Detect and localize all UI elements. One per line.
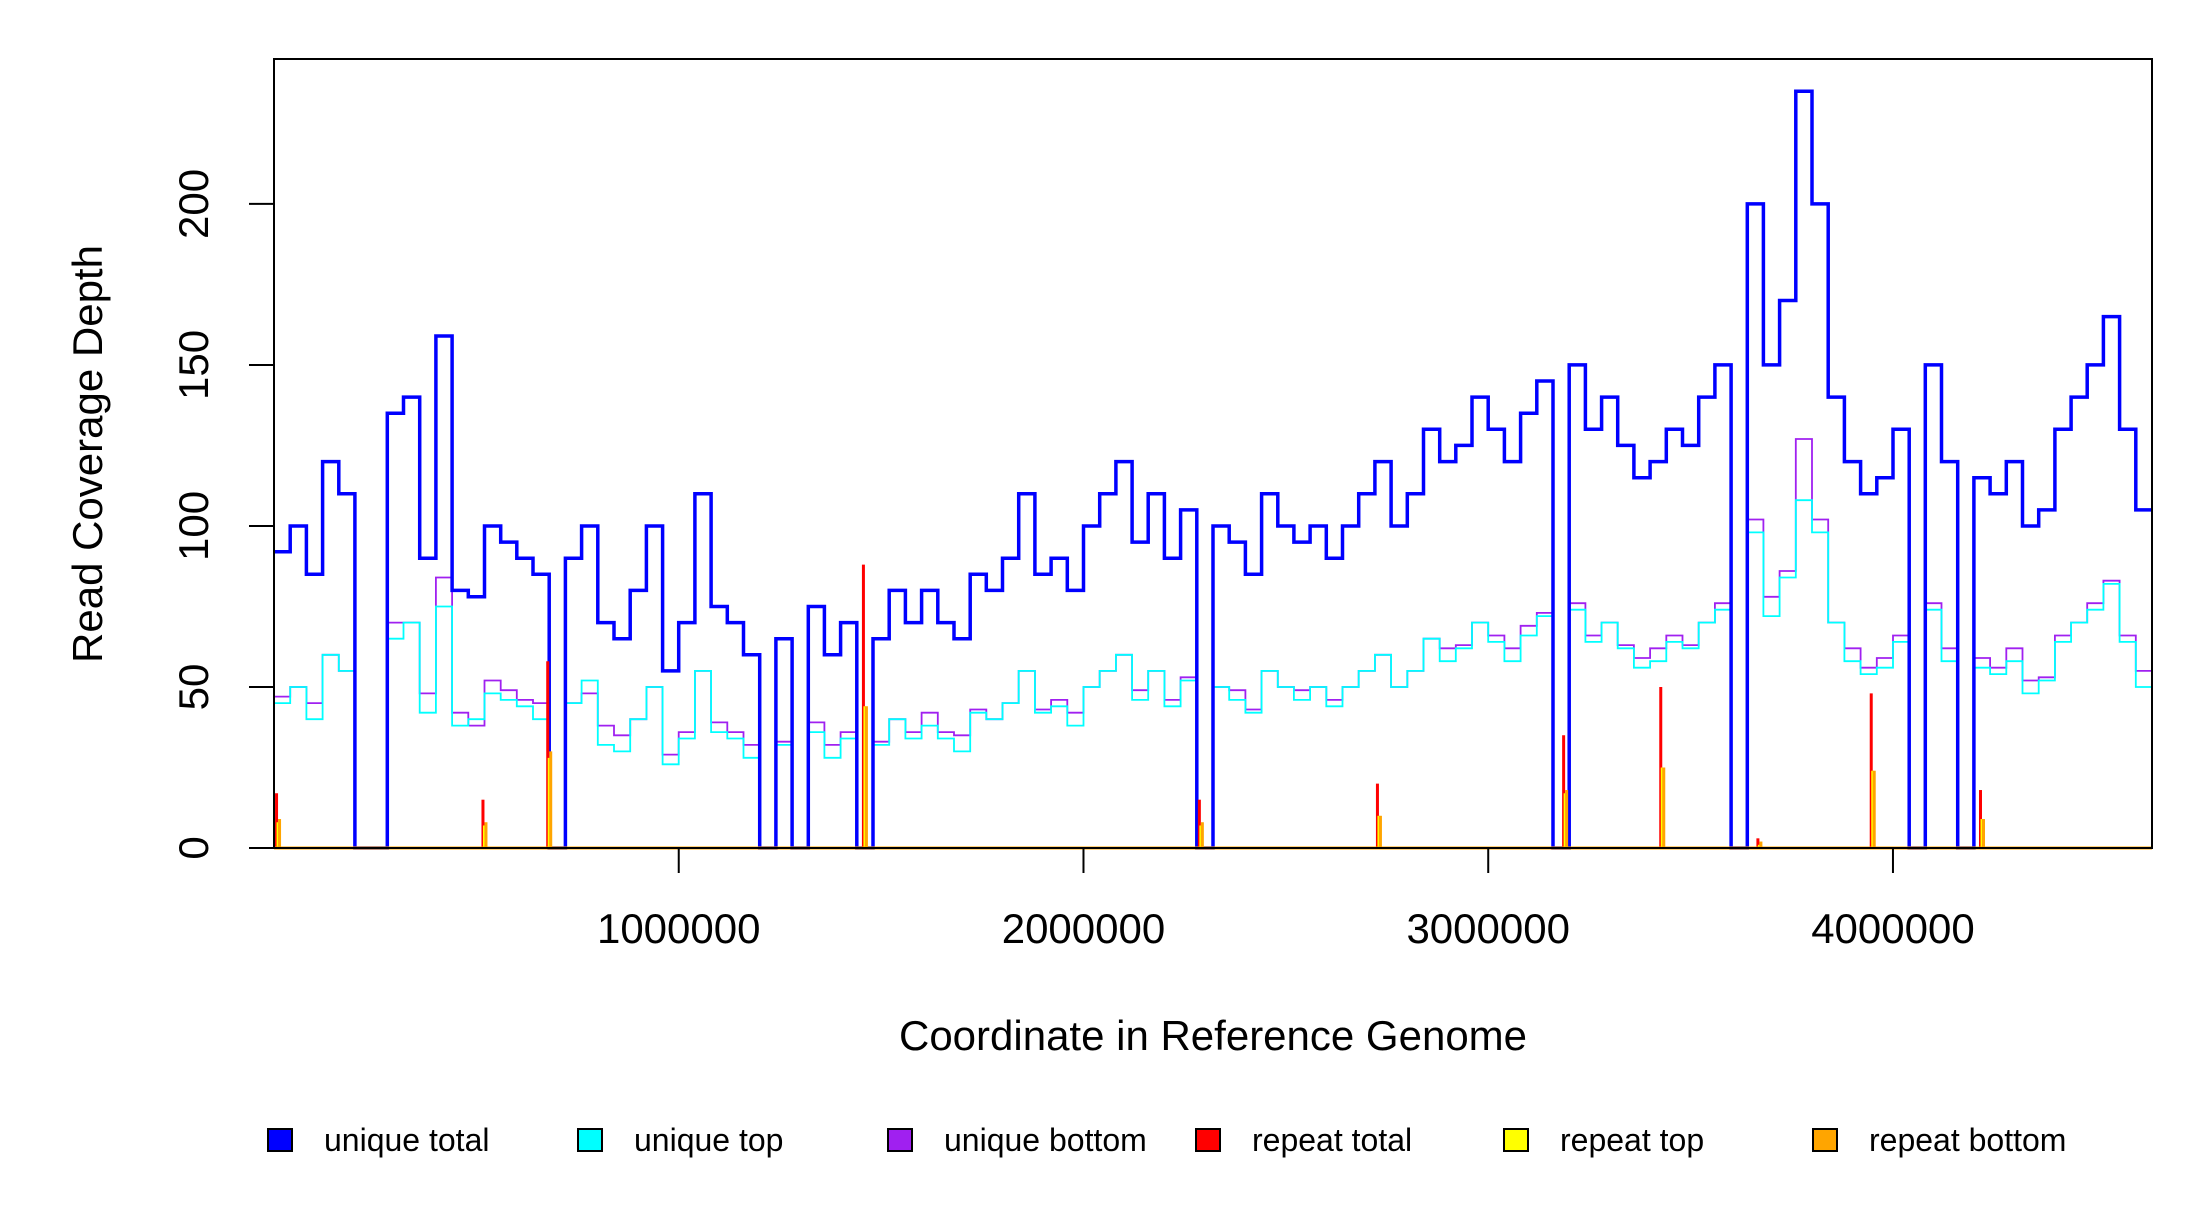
legend-swatch bbox=[1503, 1128, 1529, 1152]
legend-label: unique bottom bbox=[944, 1122, 1147, 1158]
legend-swatch bbox=[1195, 1128, 1221, 1152]
y-tick-label: 200 bbox=[170, 169, 217, 239]
x-tick-label: 4000000 bbox=[1811, 905, 1975, 952]
legend-item: repeat total bbox=[1195, 1122, 1412, 1158]
legend-label: repeat top bbox=[1560, 1122, 1704, 1158]
legend: unique total unique top unique bottom repea… bbox=[267, 1122, 2066, 1158]
y-tick-label: 100 bbox=[170, 491, 217, 561]
legend-item: unique bottom bbox=[887, 1122, 1147, 1158]
y-tick-label: 0 bbox=[170, 836, 217, 859]
x-tick-label: 2000000 bbox=[1002, 905, 1166, 952]
legend-label: repeat bottom bbox=[1869, 1122, 2066, 1158]
series-repeat-top bbox=[276, 706, 1984, 848]
plot-frame bbox=[273, 58, 2153, 849]
series-layer bbox=[274, 89, 2152, 850]
legend-item: unique total bbox=[267, 1122, 489, 1158]
legend-label: unique total bbox=[324, 1122, 489, 1158]
legend-label: repeat total bbox=[1252, 1122, 1412, 1158]
legend-swatch bbox=[577, 1128, 603, 1152]
legend-swatch bbox=[887, 1128, 913, 1152]
y-tick-label: 50 bbox=[170, 664, 217, 711]
x-tick-label: 1000000 bbox=[597, 905, 761, 952]
x-tick-label: 3000000 bbox=[1406, 905, 1570, 952]
legend-item: unique top bbox=[577, 1122, 783, 1158]
legend-swatch bbox=[267, 1128, 293, 1152]
legend-swatch bbox=[1812, 1128, 1838, 1152]
y-axis-label: Read Coverage Depth bbox=[64, 245, 111, 663]
y-tick-label: 150 bbox=[170, 330, 217, 400]
x-axis-label: Coordinate in Reference Genome bbox=[899, 1012, 1527, 1059]
legend-label: unique top bbox=[634, 1122, 783, 1158]
legend-item: repeat top bbox=[1503, 1122, 1704, 1158]
axes-layer: 1000000 2000000 3000000 4000000 0 50 100 150 200 bbox=[170, 169, 1975, 952]
legend-item: repeat bottom bbox=[1812, 1122, 2066, 1158]
series-unique-total bbox=[274, 89, 2152, 850]
